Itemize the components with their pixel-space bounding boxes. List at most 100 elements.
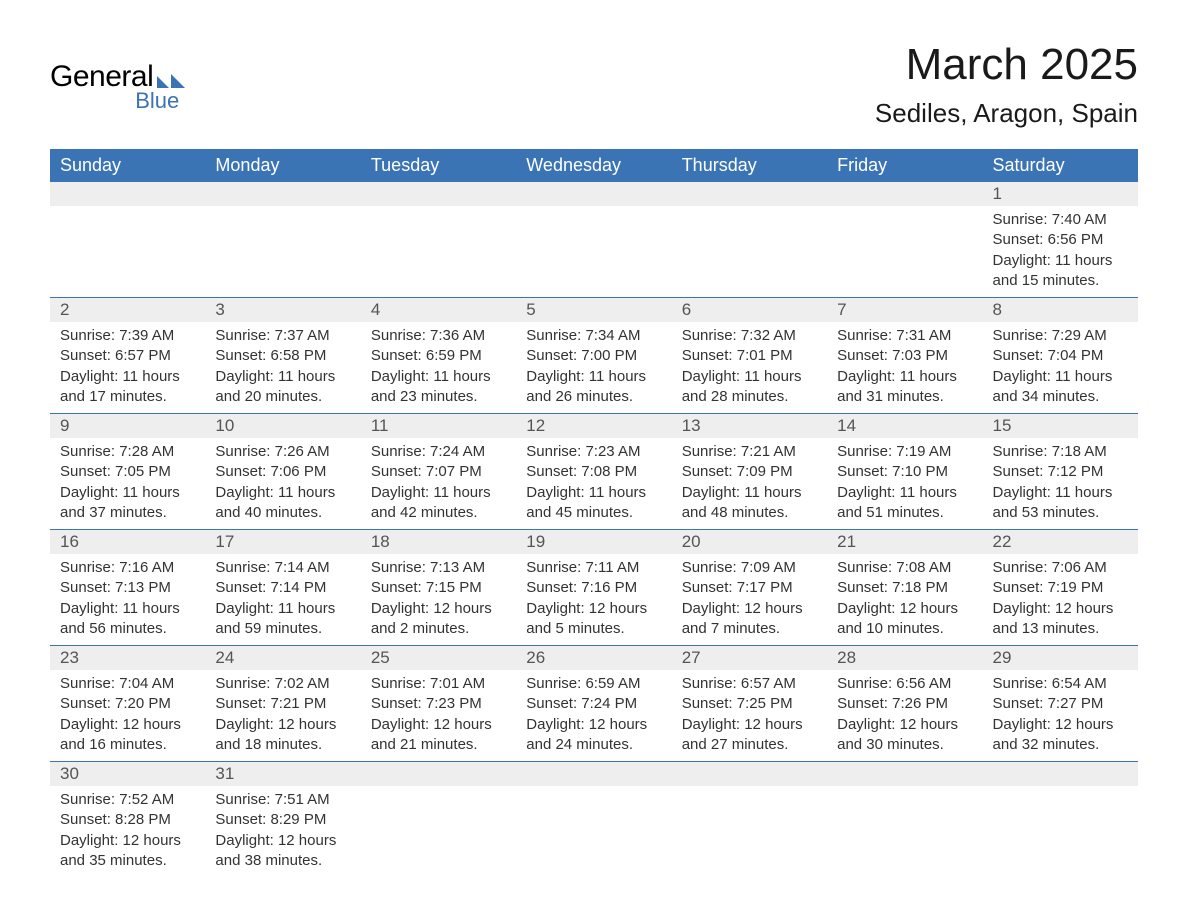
daylight-text: Daylight: 11 hours — [60, 483, 195, 503]
sunrise-text: Sunrise: 7:36 AM — [371, 326, 506, 346]
day-number-cell: 14 — [827, 414, 982, 439]
day-data-cell: Sunrise: 7:13 AMSunset: 7:15 PMDaylight:… — [361, 554, 516, 646]
daylight-text: Daylight: 12 hours — [837, 599, 972, 619]
daylight-text: Daylight: 11 hours — [682, 367, 817, 387]
daylight-text: and 27 minutes. — [682, 735, 817, 755]
logo-blue-text: Blue — [50, 88, 179, 114]
sunrise-text: Sunrise: 7:32 AM — [682, 326, 817, 346]
day-number-cell: 2 — [50, 298, 205, 323]
day-number-cell: 9 — [50, 414, 205, 439]
day-number-cell: 26 — [516, 646, 671, 671]
sunrise-text: Sunrise: 7:13 AM — [371, 558, 506, 578]
day-number-cell: 24 — [205, 646, 360, 671]
daylight-text: Daylight: 11 hours — [993, 251, 1128, 271]
sunrise-text: Sunrise: 7:39 AM — [60, 326, 195, 346]
daylight-text: Daylight: 12 hours — [993, 715, 1128, 735]
day-data-cell: Sunrise: 6:57 AMSunset: 7:25 PMDaylight:… — [672, 670, 827, 762]
weekday-header: Wednesday — [516, 149, 671, 182]
day-number-cell: 23 — [50, 646, 205, 671]
sunrise-text: Sunrise: 7:34 AM — [526, 326, 661, 346]
day-data-cell: Sunrise: 7:52 AMSunset: 8:28 PMDaylight:… — [50, 786, 205, 877]
sunset-text: Sunset: 7:24 PM — [526, 694, 661, 714]
daylight-text: Daylight: 11 hours — [60, 367, 195, 387]
daylight-text: Daylight: 11 hours — [215, 367, 350, 387]
daylight-text: and 23 minutes. — [371, 387, 506, 407]
day-data-cell: Sunrise: 7:51 AMSunset: 8:29 PMDaylight:… — [205, 786, 360, 877]
sunrise-text: Sunrise: 6:54 AM — [993, 674, 1128, 694]
day-data-cell — [205, 206, 360, 298]
daylight-text: Daylight: 11 hours — [837, 483, 972, 503]
day-number-cell — [672, 182, 827, 206]
weekday-header: Tuesday — [361, 149, 516, 182]
daylight-text: Daylight: 12 hours — [60, 831, 195, 851]
title-block: March 2025 Sediles, Aragon, Spain — [875, 40, 1138, 129]
day-data-cell: Sunrise: 7:18 AMSunset: 7:12 PMDaylight:… — [983, 438, 1138, 530]
daylight-text: Daylight: 12 hours — [60, 715, 195, 735]
daylight-text: and 10 minutes. — [837, 619, 972, 639]
sunset-text: Sunset: 7:17 PM — [682, 578, 817, 598]
day-number-cell — [516, 182, 671, 206]
daylight-text: and 24 minutes. — [526, 735, 661, 755]
sunrise-text: Sunrise: 7:23 AM — [526, 442, 661, 462]
day-data-cell: Sunrise: 7:04 AMSunset: 7:20 PMDaylight:… — [50, 670, 205, 762]
weekday-header: Monday — [205, 149, 360, 182]
daylight-text: Daylight: 11 hours — [993, 483, 1128, 503]
day-data-cell — [50, 206, 205, 298]
day-number-cell: 20 — [672, 530, 827, 555]
day-data-row: Sunrise: 7:40 AMSunset: 6:56 PMDaylight:… — [50, 206, 1138, 298]
sunset-text: Sunset: 7:19 PM — [993, 578, 1128, 598]
sunset-text: Sunset: 7:20 PM — [60, 694, 195, 714]
day-data-cell: Sunrise: 7:39 AMSunset: 6:57 PMDaylight:… — [50, 322, 205, 414]
day-data-cell: Sunrise: 7:11 AMSunset: 7:16 PMDaylight:… — [516, 554, 671, 646]
day-data-cell: Sunrise: 7:36 AMSunset: 6:59 PMDaylight:… — [361, 322, 516, 414]
day-data-cell — [672, 786, 827, 877]
sunset-text: Sunset: 7:08 PM — [526, 462, 661, 482]
day-number-cell: 6 — [672, 298, 827, 323]
sunrise-text: Sunrise: 6:57 AM — [682, 674, 817, 694]
day-number-cell: 16 — [50, 530, 205, 555]
daylight-text: and 5 minutes. — [526, 619, 661, 639]
day-number-cell: 11 — [361, 414, 516, 439]
sunset-text: Sunset: 7:06 PM — [215, 462, 350, 482]
sunrise-text: Sunrise: 7:16 AM — [60, 558, 195, 578]
day-data-cell — [361, 786, 516, 877]
daylight-text: Daylight: 12 hours — [526, 599, 661, 619]
day-data-row: Sunrise: 7:28 AMSunset: 7:05 PMDaylight:… — [50, 438, 1138, 530]
daylight-text: and 37 minutes. — [60, 503, 195, 523]
weekday-header-row: Sunday Monday Tuesday Wednesday Thursday… — [50, 149, 1138, 182]
sunset-text: Sunset: 7:09 PM — [682, 462, 817, 482]
daylight-text: and 20 minutes. — [215, 387, 350, 407]
sunset-text: Sunset: 7:05 PM — [60, 462, 195, 482]
daylight-text: Daylight: 12 hours — [371, 599, 506, 619]
day-number-cell — [827, 762, 982, 787]
daylight-text: and 40 minutes. — [215, 503, 350, 523]
sunset-text: Sunset: 7:18 PM — [837, 578, 972, 598]
daylight-text: Daylight: 12 hours — [371, 715, 506, 735]
daylight-text: Daylight: 12 hours — [837, 715, 972, 735]
day-number-cell: 18 — [361, 530, 516, 555]
sunrise-text: Sunrise: 7:19 AM — [837, 442, 972, 462]
day-number-row: 3031 — [50, 762, 1138, 787]
day-data-cell: Sunrise: 7:34 AMSunset: 7:00 PMDaylight:… — [516, 322, 671, 414]
day-number-cell: 29 — [983, 646, 1138, 671]
weekday-header: Friday — [827, 149, 982, 182]
daylight-text: and 18 minutes. — [215, 735, 350, 755]
sunrise-text: Sunrise: 7:26 AM — [215, 442, 350, 462]
day-data-cell: Sunrise: 7:24 AMSunset: 7:07 PMDaylight:… — [361, 438, 516, 530]
sunset-text: Sunset: 7:03 PM — [837, 346, 972, 366]
day-data-cell: Sunrise: 6:59 AMSunset: 7:24 PMDaylight:… — [516, 670, 671, 762]
day-data-cell — [516, 206, 671, 298]
daylight-text: Daylight: 11 hours — [682, 483, 817, 503]
day-number-cell: 12 — [516, 414, 671, 439]
daylight-text: Daylight: 11 hours — [371, 483, 506, 503]
day-data-cell — [672, 206, 827, 298]
sunset-text: Sunset: 6:56 PM — [993, 230, 1128, 250]
day-data-cell — [516, 786, 671, 877]
sunset-text: Sunset: 7:12 PM — [993, 462, 1128, 482]
daylight-text: and 26 minutes. — [526, 387, 661, 407]
sunrise-text: Sunrise: 7:21 AM — [682, 442, 817, 462]
daylight-text: Daylight: 11 hours — [215, 483, 350, 503]
day-data-cell: Sunrise: 7:06 AMSunset: 7:19 PMDaylight:… — [983, 554, 1138, 646]
sunrise-text: Sunrise: 7:08 AM — [837, 558, 972, 578]
day-number-cell: 15 — [983, 414, 1138, 439]
